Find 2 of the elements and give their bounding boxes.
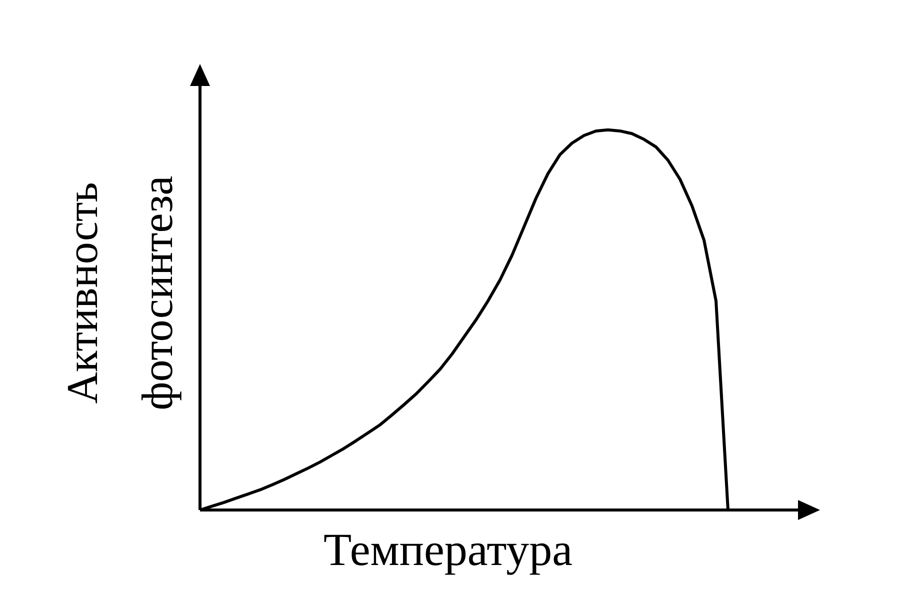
y-axis-title: Активность фотосинтеза [57, 174, 183, 412]
x-axis-title: Температура [322, 523, 574, 576]
